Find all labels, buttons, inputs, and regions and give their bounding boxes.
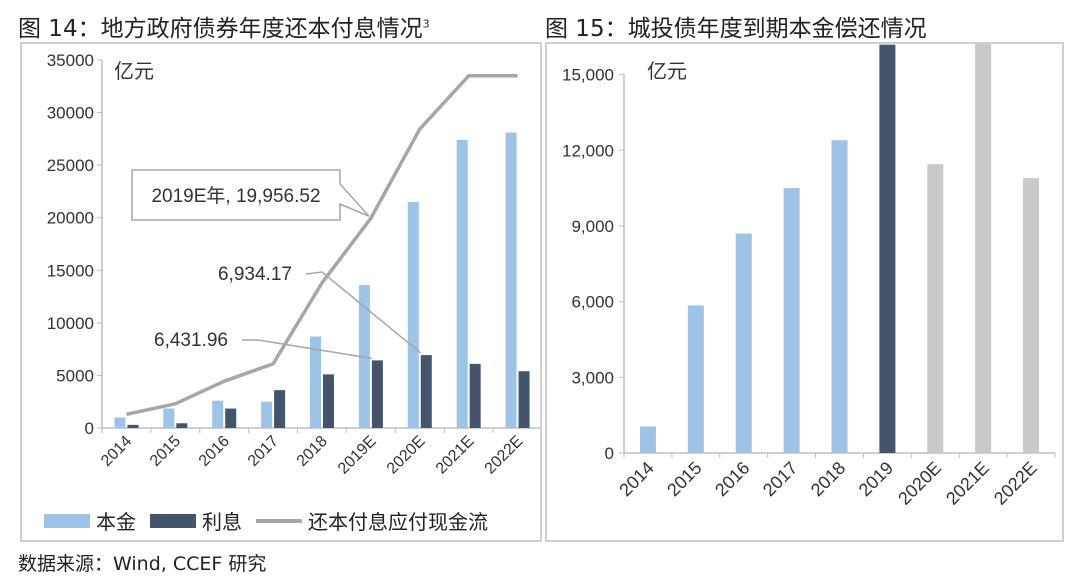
- x-tick-label-2018: 2018: [807, 458, 849, 500]
- y-tick-label: 10000: [47, 314, 94, 333]
- x-tick-label-2016: 2016: [711, 458, 753, 500]
- x-tick-label-2020E: 2020E: [384, 433, 429, 478]
- bar-2017: [783, 188, 800, 453]
- bar-2015: [687, 305, 704, 453]
- bar-principal-2014: [114, 417, 126, 428]
- unit-label: 亿元: [647, 60, 687, 83]
- y-tick-label: 30000: [47, 104, 94, 123]
- x-tick-label-2015: 2015: [663, 458, 705, 500]
- x-tick-label-2021E: 2021E: [942, 458, 993, 509]
- y-tick-label: 15,000: [562, 66, 614, 85]
- x-tick-label-2019: 2019: [855, 458, 897, 500]
- bar-2018: [831, 140, 848, 453]
- legend-item-interest: 利息: [150, 506, 242, 535]
- legend-swatch-interest: [150, 513, 196, 528]
- legend-label-cashflow: 还本付息应付现金流: [308, 510, 488, 534]
- bar-2016: [735, 233, 752, 453]
- x-tick-label-2020E: 2020E: [894, 458, 945, 509]
- bar-interest-2019E: [371, 360, 383, 428]
- bar-2019: [879, 44, 896, 453]
- legend-label-principal: 本金: [96, 510, 136, 534]
- x-tick-label-2014: 2014: [98, 433, 135, 470]
- y-tick-label: 0: [605, 444, 614, 463]
- bar-2021E: [975, 44, 992, 453]
- x-tick-label-2022E: 2022E: [482, 433, 527, 478]
- legend-swatch-principal: [44, 513, 90, 528]
- x-tick-label-2016: 2016: [196, 433, 233, 470]
- footnote-mark: 3: [422, 17, 430, 31]
- annotation-interest-2019e: 6,431.96: [154, 330, 228, 351]
- y-tick-label: 25000: [47, 156, 94, 175]
- leader-interest-2019e: [242, 339, 373, 360]
- bar-principal-2015: [163, 408, 175, 428]
- x-tick-label-2019E: 2019E: [335, 433, 380, 478]
- y-tick-label: 9,000: [571, 217, 614, 236]
- figure-14-title: 图 14：地方政府债券年度还本付息情况3: [18, 9, 430, 43]
- bar-2022E: [1023, 178, 1040, 454]
- annotation-cashflow-2019e: 2019E年, 19,956.52: [151, 185, 320, 207]
- bar-principal-2021E: [456, 139, 468, 428]
- chart-lgfv-bonds: 03,0006,0009,00012,00015,000亿元16,186.431…: [562, 44, 1056, 509]
- legend-item-principal: 本金: [44, 506, 136, 535]
- x-tick-label-2021E: 2021E: [433, 433, 478, 478]
- y-tick-label: 20000: [47, 209, 94, 228]
- y-tick-label: 35000: [47, 51, 94, 70]
- bar-principal-2022E: [505, 132, 517, 428]
- bar-interest-2018: [323, 374, 334, 428]
- bar-interest-2014: [127, 424, 139, 428]
- x-tick-label-2015: 2015: [147, 433, 184, 470]
- y-tick-label: 5000: [56, 366, 94, 385]
- bar-principal-2016: [212, 400, 224, 428]
- x-tick-label-2018: 2018: [294, 433, 331, 470]
- x-tick-label-2017: 2017: [245, 433, 282, 470]
- y-tick-label: 15000: [47, 261, 94, 280]
- x-tick-label-2022E: 2022E: [990, 458, 1041, 509]
- leader-interest-2020e: [305, 271, 422, 354]
- bar-principal-2020E: [407, 201, 419, 428]
- chart-legend: 本金 利息 还本付息应付现金流: [44, 506, 502, 535]
- legend-item-cashflow: 还本付息应付现金流: [256, 506, 488, 535]
- chart-local-gov-bonds: 0 5000 10000 15000 20000 25000 30000 35000 亿元 201…: [47, 51, 540, 478]
- data-source: 数据来源：Wind, CCEF 研究: [18, 553, 267, 575]
- bar-interest-2015: [176, 423, 188, 428]
- bar-interest-2022E: [518, 371, 530, 428]
- bar-interest-2016: [225, 408, 237, 428]
- y-tick-label: 0: [85, 419, 94, 438]
- annotation-interest-2020e: 6,934.17: [218, 264, 292, 285]
- bar-principal-2017: [261, 401, 273, 428]
- x-tick-label-2014: 2014: [615, 458, 657, 500]
- figure-14-title-text: 图 14：地方政府债券年度还本付息情况: [18, 16, 423, 42]
- y-tick-label: 12,000: [562, 141, 614, 160]
- bar-interest-2020E: [420, 355, 432, 428]
- legend-swatch-cashflow: [256, 518, 302, 523]
- figure-15-title: 图 15：城投债年度到期本金偿还情况: [545, 16, 927, 42]
- bar-interest-2021E: [469, 363, 481, 428]
- unit-label: 亿元: [114, 60, 154, 83]
- y-tick-label: 6,000: [571, 293, 614, 312]
- y-tick-label: 3,000: [571, 368, 614, 387]
- bar-2020E: [927, 164, 944, 453]
- bar-interest-2017: [274, 390, 286, 428]
- chart-panel-local-gov-bonds: 0 5000 10000 15000 20000 25000 30000 35000 亿元 201…: [20, 42, 542, 542]
- x-tick-label-2017: 2017: [759, 458, 801, 500]
- chart-panel-lgfv-bonds: 03,0006,0009,00012,00015,000亿元16,186.431…: [545, 42, 1064, 542]
- bar-2014: [639, 426, 656, 453]
- bar-principal-2018: [310, 336, 321, 428]
- legend-label-interest: 利息: [202, 510, 242, 534]
- callout-box: [131, 169, 370, 221]
